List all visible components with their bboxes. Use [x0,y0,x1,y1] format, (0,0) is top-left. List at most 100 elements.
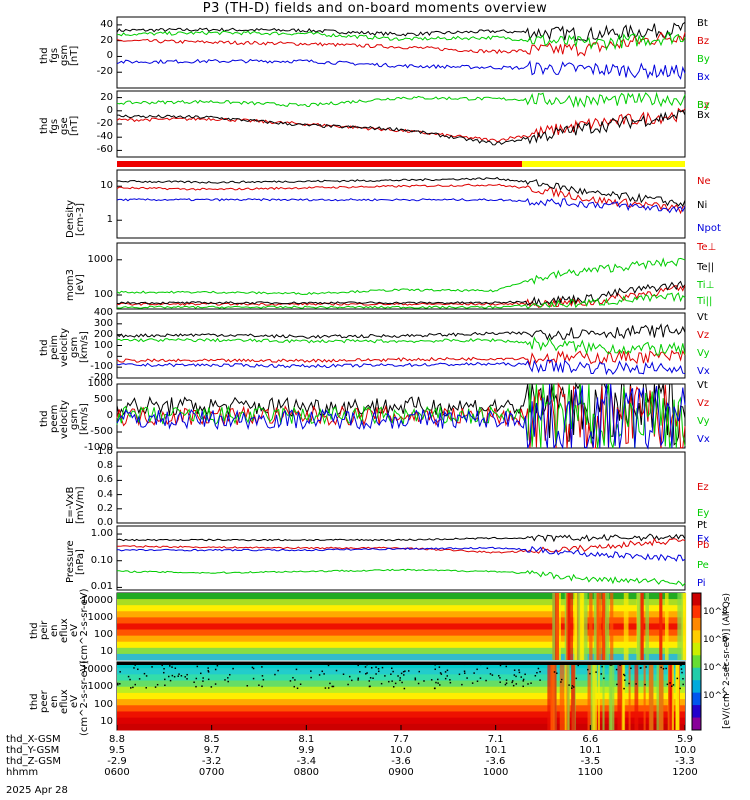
spectrogram-noise [577,664,579,667]
spectrogram-noise [129,678,131,681]
panel-frame-fgs_gsm [116,16,686,89]
spectrogram-noise [310,676,312,679]
spectrogram-noise [171,666,173,668]
series-line-temperature-3 [116,292,686,309]
y-tick-label: 1.00 [90,528,113,540]
spectrogram-burst [681,593,687,660]
series-line-peim_velocity-3 [116,359,686,376]
y-tick-label: 200 [93,328,113,340]
spectrogram-burst [589,593,593,660]
spectrogram-noise [381,666,384,669]
spectrogram-noise [645,666,647,668]
spectrogram-noise [449,679,451,681]
spectrogram-noise [463,670,466,673]
spectrogram-burst [605,593,610,660]
y-tick-label: 20 [100,91,113,103]
spectrogram-noise [682,683,684,686]
spectrogram-noise [324,687,327,689]
spectrogram-burst [555,593,559,660]
spectrogram-noise [364,666,367,668]
legend-pressure-0: Pt [697,520,707,531]
y-tick-label: 0.4 [97,488,113,500]
spectrogram-band [117,623,685,631]
spectrogram-burst [617,662,623,730]
spectrogram-noise [640,667,642,669]
spectrogram-noise [310,670,312,672]
y-tick-label: 10 [100,646,113,657]
x-axis-tick-label: 9.9 [298,745,315,756]
y-tick-label: 0.10 [90,554,113,566]
spectrogram-noise [329,682,331,685]
spectrogram-noise [261,685,263,688]
spectrogram-noise [571,685,574,687]
spectrogram-noise [262,678,265,681]
spectrogram-noise [377,668,380,670]
y-tick-label: 1 [106,214,113,226]
spectrogram-noise [485,679,487,682]
series-line-temperature-1 [116,280,686,307]
spectrogram-burst [610,662,615,730]
y-tick-label: 100 [93,339,113,351]
legend-pressure-1: Pb [697,540,710,551]
spectrogram-noise [440,673,443,675]
spectrogram-noise [357,664,359,667]
spectrogram-noise [437,682,439,684]
spectrogram-burst [659,593,663,660]
spectrogram-noise [388,680,390,683]
spectrogram-noise [539,679,541,681]
spectrogram-noise [323,673,325,675]
panel-frame-pressure [116,525,686,591]
spectrogram-noise [384,675,386,677]
spectrogram-noise [589,672,591,675]
spectrogram-noise [437,678,439,681]
spectrogram-noise [318,674,321,676]
spectrogram-noise [186,673,188,676]
spectrogram-noise [676,677,679,680]
spectrogram-noise [587,668,589,671]
colorbar-tick: 10^2 [703,691,728,701]
spectrogram-noise [127,675,130,678]
spectrogram-burst [547,662,553,730]
spectrogram-noise [407,670,410,672]
y-tick-label: 10 [100,180,113,192]
spectrogram-noise [624,679,626,681]
spectrogram-noise [357,679,359,681]
panel-frame-density [116,169,686,239]
spectrogram-noise [476,680,479,682]
y-tick-label: 0.6 [97,474,113,486]
x-axis-tick-label: 1000 [482,767,509,778]
spectrogram-noise [151,666,153,668]
spectrogram-noise [134,683,137,686]
spectrogram-band [117,617,685,624]
spectrogram-band [117,686,685,694]
y-axis-label-fgs_gse: thd fgs gse [nT] [39,115,80,137]
spectrogram-noise [202,677,204,679]
x-axis-tick-label: 8.8 [109,734,125,745]
spectrogram-burst [592,662,597,730]
y-tick-label: 1000 [87,681,113,693]
x-axis-tick-label: 0700 [198,767,225,778]
x-axis-tick-label: 7.1 [487,734,504,745]
spectrogram-burst [566,593,569,660]
x-axis-tick-label: 8.1 [298,734,315,745]
spectrogram-noise [119,683,121,685]
spectrogram-burst [675,662,680,730]
spectrogram-noise [119,671,121,673]
spectrogram-burst [602,593,607,660]
spectrogram-noise [671,685,673,687]
series-line-temperature-2 [116,257,686,296]
spectrogram-noise [539,670,541,673]
spectrogram-burst [679,593,683,660]
colorbar-frame [691,592,702,731]
legend-peem_velocity-1: Vz [697,398,710,409]
spectrogram-burst [623,593,629,660]
spectrogram-band [117,680,685,688]
spectrogram-noise [423,680,425,682]
colorbar-segment [692,705,701,719]
spectrogram-burst [564,662,567,730]
spectrogram-noise [370,667,373,669]
x-axis-row-label: hhmm [6,767,39,778]
spectrogram-noise [518,671,521,674]
spectrogram-noise [601,665,603,668]
x-axis-tick-label: 9.7 [203,745,220,756]
